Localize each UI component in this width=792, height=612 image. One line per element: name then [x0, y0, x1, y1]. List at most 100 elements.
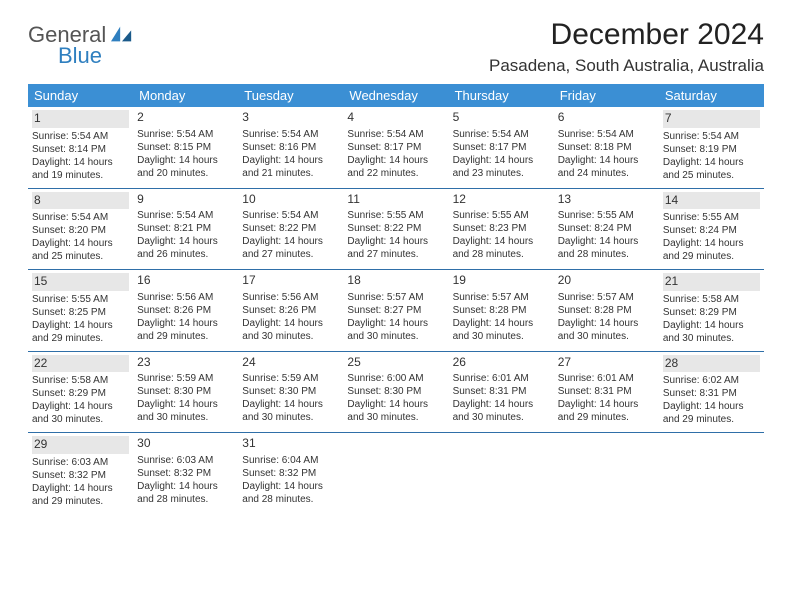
day-number: 4: [347, 110, 444, 126]
sunset-text: Sunset: 8:24 PM: [663, 224, 760, 237]
daylight-text-2: and 26 minutes.: [137, 248, 234, 261]
daylight-text-2: and 20 minutes.: [137, 167, 234, 180]
col-tuesday: Tuesday: [238, 84, 343, 107]
day-number: 25: [347, 355, 444, 371]
sunset-text: Sunset: 8:28 PM: [558, 304, 655, 317]
sunset-text: Sunset: 8:20 PM: [32, 224, 129, 237]
calendar-cell: [659, 433, 764, 514]
sunset-text: Sunset: 8:19 PM: [663, 143, 760, 156]
day-number: 16: [137, 273, 234, 289]
sunrise-text: Sunrise: 6:01 AM: [453, 372, 550, 385]
sunrise-text: Sunrise: 6:02 AM: [663, 374, 760, 387]
sunset-text: Sunset: 8:30 PM: [242, 385, 339, 398]
calendar-cell: 2Sunrise: 5:54 AMSunset: 8:15 PMDaylight…: [133, 107, 238, 188]
location-subtitle: Pasadena, South Australia, Australia: [489, 56, 764, 76]
day-number: 28: [663, 355, 760, 373]
daylight-text-1: Daylight: 14 hours: [32, 319, 129, 332]
calendar-cell: 23Sunrise: 5:59 AMSunset: 8:30 PMDayligh…: [133, 351, 238, 433]
daylight-text-2: and 28 minutes.: [137, 493, 234, 506]
calendar-cell: [343, 433, 448, 514]
daylight-text-1: Daylight: 14 hours: [32, 237, 129, 250]
daylight-text-2: and 22 minutes.: [347, 167, 444, 180]
col-saturday: Saturday: [659, 84, 764, 107]
day-number: 19: [453, 273, 550, 289]
sunset-text: Sunset: 8:31 PM: [558, 385, 655, 398]
calendar-cell: 26Sunrise: 6:01 AMSunset: 8:31 PMDayligh…: [449, 351, 554, 433]
sunrise-text: Sunrise: 5:58 AM: [663, 293, 760, 306]
daylight-text-2: and 30 minutes.: [453, 330, 550, 343]
daylight-text-2: and 27 minutes.: [242, 248, 339, 261]
daylight-text-1: Daylight: 14 hours: [347, 235, 444, 248]
daylight-text-1: Daylight: 14 hours: [558, 398, 655, 411]
sunrise-text: Sunrise: 5:54 AM: [32, 130, 129, 143]
daylight-text-1: Daylight: 14 hours: [242, 317, 339, 330]
day-number: 3: [242, 110, 339, 126]
daylight-text-2: and 28 minutes.: [453, 248, 550, 261]
daylight-text-2: and 29 minutes.: [663, 413, 760, 426]
daylight-text-1: Daylight: 14 hours: [558, 154, 655, 167]
day-number: 11: [347, 192, 444, 208]
sunset-text: Sunset: 8:31 PM: [663, 387, 760, 400]
day-number: 20: [558, 273, 655, 289]
daylight-text-2: and 19 minutes.: [32, 169, 129, 182]
daylight-text-1: Daylight: 14 hours: [137, 398, 234, 411]
sunset-text: Sunset: 8:29 PM: [32, 387, 129, 400]
calendar-cell: 19Sunrise: 5:57 AMSunset: 8:28 PMDayligh…: [449, 270, 554, 352]
sunrise-text: Sunrise: 5:54 AM: [137, 209, 234, 222]
day-number: 29: [32, 436, 129, 454]
daylight-text-2: and 23 minutes.: [453, 167, 550, 180]
sunset-text: Sunset: 8:32 PM: [242, 467, 339, 480]
sunrise-text: Sunrise: 5:54 AM: [558, 128, 655, 141]
sunset-text: Sunset: 8:14 PM: [32, 143, 129, 156]
daylight-text-1: Daylight: 14 hours: [137, 154, 234, 167]
day-number: 22: [32, 355, 129, 373]
daylight-text-1: Daylight: 14 hours: [137, 235, 234, 248]
calendar-cell: 14Sunrise: 5:55 AMSunset: 8:24 PMDayligh…: [659, 188, 764, 270]
calendar-week-row: 1Sunrise: 5:54 AMSunset: 8:14 PMDaylight…: [28, 107, 764, 188]
calendar-cell: [554, 433, 659, 514]
day-number: 14: [663, 192, 760, 210]
day-number: 21: [663, 273, 760, 291]
daylight-text-1: Daylight: 14 hours: [558, 235, 655, 248]
daylight-text-1: Daylight: 14 hours: [453, 398, 550, 411]
sunset-text: Sunset: 8:30 PM: [347, 385, 444, 398]
daylight-text-1: Daylight: 14 hours: [663, 400, 760, 413]
calendar-cell: 29Sunrise: 6:03 AMSunset: 8:32 PMDayligh…: [28, 433, 133, 514]
daylight-text-1: Daylight: 14 hours: [558, 317, 655, 330]
daylight-text-2: and 29 minutes.: [137, 330, 234, 343]
calendar-cell: 5Sunrise: 5:54 AMSunset: 8:17 PMDaylight…: [449, 107, 554, 188]
calendar-week-row: 8Sunrise: 5:54 AMSunset: 8:20 PMDaylight…: [28, 188, 764, 270]
calendar-cell: 30Sunrise: 6:03 AMSunset: 8:32 PMDayligh…: [133, 433, 238, 514]
day-number: 10: [242, 192, 339, 208]
calendar-cell: 24Sunrise: 5:59 AMSunset: 8:30 PMDayligh…: [238, 351, 343, 433]
day-number: 31: [242, 436, 339, 452]
day-number: 17: [242, 273, 339, 289]
sunset-text: Sunset: 8:18 PM: [558, 141, 655, 154]
daylight-text-2: and 24 minutes.: [558, 167, 655, 180]
daylight-text-2: and 25 minutes.: [32, 250, 129, 263]
daylight-text-2: and 30 minutes.: [453, 411, 550, 424]
sunrise-text: Sunrise: 5:57 AM: [453, 291, 550, 304]
sunrise-text: Sunrise: 5:56 AM: [137, 291, 234, 304]
sunset-text: Sunset: 8:21 PM: [137, 222, 234, 235]
daylight-text-2: and 30 minutes.: [242, 411, 339, 424]
daylight-text-1: Daylight: 14 hours: [347, 154, 444, 167]
daylight-text-1: Daylight: 14 hours: [663, 156, 760, 169]
sunrise-text: Sunrise: 6:00 AM: [347, 372, 444, 385]
calendar-cell: [449, 433, 554, 514]
daylight-text-2: and 29 minutes.: [32, 332, 129, 345]
day-number: 13: [558, 192, 655, 208]
sunrise-text: Sunrise: 5:54 AM: [347, 128, 444, 141]
daylight-text-1: Daylight: 14 hours: [32, 482, 129, 495]
day-number: 9: [137, 192, 234, 208]
daylight-text-2: and 28 minutes.: [558, 248, 655, 261]
daylight-text-1: Daylight: 14 hours: [242, 398, 339, 411]
daylight-text-2: and 30 minutes.: [242, 330, 339, 343]
sunset-text: Sunset: 8:26 PM: [137, 304, 234, 317]
daylight-text-1: Daylight: 14 hours: [32, 400, 129, 413]
daylight-text-2: and 30 minutes.: [558, 330, 655, 343]
sunrise-text: Sunrise: 5:57 AM: [347, 291, 444, 304]
calendar-cell: 28Sunrise: 6:02 AMSunset: 8:31 PMDayligh…: [659, 351, 764, 433]
page-title: December 2024: [489, 18, 764, 52]
calendar-cell: 15Sunrise: 5:55 AMSunset: 8:25 PMDayligh…: [28, 270, 133, 352]
